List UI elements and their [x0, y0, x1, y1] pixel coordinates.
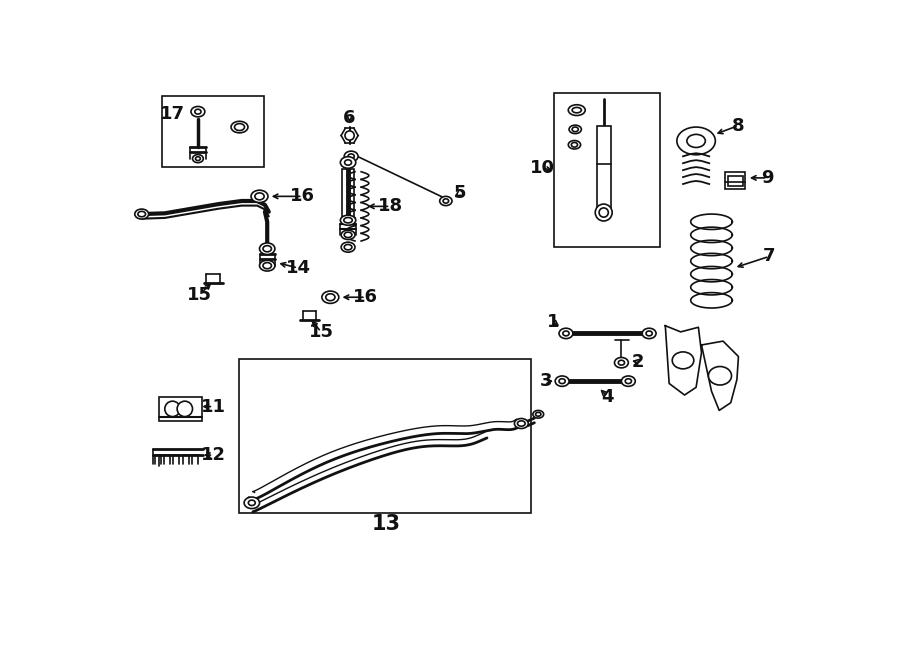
Bar [554, 93, 660, 247]
Ellipse shape [344, 245, 352, 250]
Ellipse shape [135, 209, 148, 219]
Ellipse shape [621, 376, 635, 387]
Text: 6: 6 [344, 109, 356, 127]
Ellipse shape [572, 143, 578, 147]
Bar [159, 397, 202, 421]
Text: 18: 18 [378, 198, 403, 215]
Text: 1: 1 [547, 313, 560, 331]
Text: 15: 15 [309, 323, 334, 341]
Ellipse shape [533, 410, 544, 418]
Ellipse shape [555, 376, 569, 387]
Bar [342, 169, 355, 219]
Bar [163, 97, 264, 167]
Text: 16: 16 [354, 288, 378, 306]
Ellipse shape [193, 155, 203, 163]
Ellipse shape [646, 331, 652, 336]
Ellipse shape [572, 127, 579, 132]
Text: 13: 13 [372, 514, 400, 534]
Text: 15: 15 [187, 286, 212, 304]
Ellipse shape [618, 360, 625, 365]
Ellipse shape [263, 262, 272, 269]
Text: 12: 12 [201, 446, 226, 464]
Circle shape [177, 401, 193, 416]
Circle shape [345, 131, 355, 140]
Ellipse shape [568, 104, 585, 116]
Text: 17: 17 [160, 105, 185, 123]
Ellipse shape [344, 217, 352, 223]
Ellipse shape [322, 291, 338, 303]
Ellipse shape [643, 329, 656, 338]
Ellipse shape [615, 358, 628, 368]
Ellipse shape [515, 418, 528, 428]
Circle shape [599, 208, 608, 217]
Ellipse shape [569, 125, 581, 134]
Ellipse shape [672, 352, 694, 369]
Ellipse shape [194, 109, 201, 114]
Ellipse shape [536, 412, 541, 416]
Ellipse shape [195, 157, 201, 161]
Ellipse shape [345, 160, 352, 165]
Ellipse shape [235, 124, 245, 130]
Ellipse shape [559, 329, 573, 338]
Ellipse shape [708, 367, 732, 385]
Ellipse shape [687, 134, 706, 147]
Ellipse shape [677, 127, 716, 155]
Ellipse shape [626, 379, 632, 383]
Text: 2: 2 [632, 353, 644, 371]
Ellipse shape [263, 246, 272, 252]
Ellipse shape [440, 196, 452, 206]
Text: 14: 14 [285, 259, 310, 277]
Ellipse shape [443, 199, 448, 203]
Bar [239, 359, 530, 513]
Text: 3: 3 [540, 372, 553, 390]
Ellipse shape [255, 193, 264, 200]
Ellipse shape [340, 215, 356, 225]
Text: 8: 8 [732, 116, 745, 135]
Ellipse shape [251, 190, 268, 202]
Text: 9: 9 [761, 169, 774, 187]
Ellipse shape [348, 154, 355, 159]
Circle shape [165, 401, 180, 416]
Ellipse shape [518, 421, 526, 426]
Ellipse shape [341, 230, 355, 239]
Ellipse shape [326, 293, 335, 301]
Ellipse shape [259, 243, 274, 254]
Ellipse shape [191, 106, 205, 117]
Polygon shape [665, 326, 701, 395]
Text: 10: 10 [530, 159, 555, 177]
Ellipse shape [231, 121, 248, 133]
Ellipse shape [344, 232, 352, 237]
Ellipse shape [572, 108, 581, 113]
Text: 4: 4 [601, 387, 614, 406]
Ellipse shape [244, 497, 259, 508]
Polygon shape [701, 341, 738, 410]
Text: 11: 11 [201, 397, 226, 416]
Text: 5: 5 [454, 184, 466, 202]
Ellipse shape [562, 331, 569, 336]
Ellipse shape [259, 260, 274, 271]
Text: 7: 7 [763, 247, 776, 266]
Ellipse shape [341, 242, 355, 253]
Text: 16: 16 [290, 187, 315, 206]
Bar [725, 172, 745, 188]
Ellipse shape [568, 141, 580, 149]
Ellipse shape [559, 379, 565, 383]
Bar [597, 126, 610, 210]
Ellipse shape [248, 500, 256, 506]
Circle shape [595, 204, 612, 221]
Ellipse shape [340, 157, 356, 169]
Ellipse shape [138, 212, 146, 217]
Bar [728, 176, 743, 186]
Ellipse shape [344, 151, 358, 161]
